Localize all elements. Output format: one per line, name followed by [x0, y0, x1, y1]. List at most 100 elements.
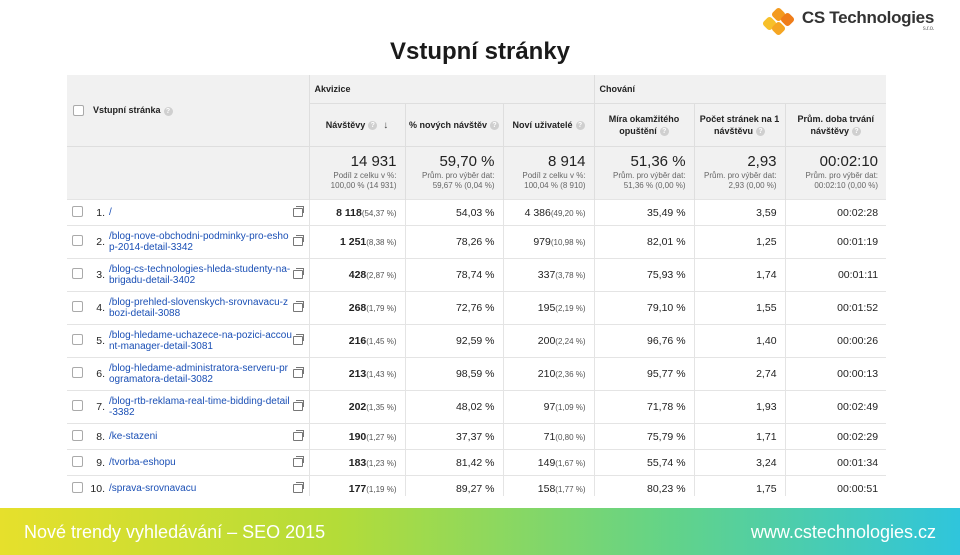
avg-duration-cell: 00:02:49 [784, 390, 886, 424]
landing-page-link[interactable]: /blog-rtb-reklama-real-time-bidding-deta… [109, 390, 309, 424]
new-users-cell: 71(0,80 %) [502, 423, 595, 450]
visits-cell: 8 118(54,37 %) [308, 199, 405, 226]
slide-title: Vstupní stránky [389, 38, 571, 65]
select-all-checkbox[interactable] [73, 105, 84, 116]
landing-page-link[interactable]: /ke-stazeni [109, 423, 309, 450]
new-visits-pct: 37,37 % [455, 430, 495, 443]
table-row[interactable]: 4. /blog-prehled-slovenskych-srovnavacu-z… [67, 291, 886, 325]
visits-percent: (1,23 %) [366, 458, 397, 468]
landing-page-link[interactable]: /blog-prehled-slovenskych-srovnavacu-zbo… [109, 291, 309, 325]
open-external-icon[interactable] [292, 367, 304, 378]
visits-percent: (1,79 %) [366, 304, 397, 313]
open-external-icon[interactable] [292, 268, 304, 279]
column-header[interactable]: Počet stránek na 1 návštěvu? [693, 103, 786, 147]
column-header[interactable]: % nových návštěv? [404, 103, 503, 147]
table-row[interactable]: 6. /blog-hledame-administratora-serveru-p… [67, 357, 886, 391]
column-header[interactable]: Noví uživatelé? [502, 103, 595, 147]
table-row[interactable]: 2. /blog-nove-obchodni-podminky-pro-eshop… [67, 225, 886, 259]
row-rank: 4. [87, 291, 109, 325]
footer-title: Nové trendy vyhledávání – SEO 2015 [24, 522, 326, 542]
pages-per-visit: 2,74 [756, 368, 777, 380]
row-checkbox[interactable] [71, 400, 83, 411]
pages-per-visit: 1,55 [756, 302, 777, 314]
row-checkbox[interactable] [71, 455, 83, 467]
table-row[interactable]: 7. /blog-rtb-reklama-real-time-bidding-de… [67, 390, 886, 424]
new-users-value: 149 [537, 456, 556, 469]
pages-per-visit: 1,25 [756, 236, 777, 248]
page-path-text: /tvorba-eshopu [109, 457, 176, 468]
help-icon[interactable]: ? [659, 127, 669, 137]
landing-page-link[interactable]: /tvorba-eshopu [109, 449, 309, 476]
footer-website[interactable]: www.cstechnologies.cz [750, 522, 936, 542]
bounce-rate-cell: 82,01 % [593, 225, 695, 259]
landing-page-link[interactable]: /blog-cs-technologies-hleda-studenty-na-… [109, 258, 309, 292]
open-external-icon[interactable] [292, 481, 304, 493]
visits-percent: (1,19 %) [366, 484, 397, 494]
landing-page-header: Vstupní stránka [93, 105, 161, 116]
help-icon[interactable]: ? [756, 127, 766, 137]
page-path-text: /blog-cs-technologies-hleda-studenty-na-… [109, 264, 291, 286]
page-path-text: / [109, 207, 112, 218]
avg-duration: 00:02:49 [837, 401, 879, 413]
new-visits-pct-cell: 78,26 % [404, 225, 503, 259]
summary-cell: 8 914 Podíl z celku v %: 100,04 % (8 910) [502, 146, 595, 200]
row-checkbox[interactable] [71, 367, 83, 378]
table-row[interactable]: 10. /sprava-srovnavacu 177(1,19 %) 89,27 % 1… [67, 475, 886, 496]
help-icon[interactable]: ? [852, 127, 862, 137]
open-external-icon[interactable] [292, 334, 304, 345]
landing-page-link[interactable]: / [109, 199, 309, 226]
new-visits-pct-cell: 78,74 % [404, 258, 503, 292]
rank-number: 8. [96, 430, 105, 443]
open-external-icon[interactable] [292, 205, 304, 217]
row-checkbox[interactable] [71, 334, 83, 345]
row-rank: 1. [87, 199, 109, 226]
table-row[interactable]: 1. / 8 118(54,37 %) 54,03 % 4 386(49,20 %) 35… [67, 199, 886, 226]
open-external-icon[interactable] [292, 235, 304, 246]
open-external-icon[interactable] [292, 455, 304, 467]
landing-page-link[interactable]: /blog-nove-obchodni-podminky-pro-eshop-2… [109, 225, 309, 259]
avg-duration-cell: 00:01:11 [784, 258, 886, 292]
bounce-rate: 79,10 % [647, 302, 686, 314]
page-path-text: /ke-stazeni [109, 431, 158, 442]
help-icon[interactable]: ? [163, 106, 173, 116]
table-row[interactable]: 9./tvorba-eshopu 183(1,23 %) 81,42 % 149(1,… [67, 449, 886, 476]
column-header[interactable]: Návštěvy? ↓ [308, 103, 405, 147]
new-users-percent: (1,09 %) [555, 403, 586, 412]
help-icon[interactable]: ? [490, 121, 500, 131]
column-header-label: Počet stránek na 1 návštěvu [699, 114, 780, 136]
row-checkbox[interactable] [71, 301, 83, 312]
open-external-icon[interactable] [292, 301, 304, 312]
help-icon[interactable]: ? [575, 121, 585, 131]
page-path-text: /blog-rtb-reklama-real-time-bidding-deta… [109, 396, 290, 418]
row-checkbox[interactable] [71, 235, 83, 246]
rank-number: 5. [96, 335, 105, 347]
table-row[interactable]: 5. /blog-hledame-uchazece-na-pozici-accou… [67, 324, 886, 358]
new-users-cell: 337(3,78 %) [502, 258, 595, 292]
column-header[interactable]: Prům. doba trvání návštěvy? [784, 103, 886, 147]
avg-duration: 00:01:34 [837, 456, 879, 469]
summary-subtext: Prům. pro výběr dat: 00:02:10 (0,00 %) [805, 171, 879, 190]
avg-duration-cell: 00:02:28 [784, 199, 886, 226]
bounce-rate-cell: 96,76 % [593, 324, 695, 358]
table-row[interactable]: 8. /ke-stazeni 190(1,27 %) 37,37 % 71(0,80 %… [67, 423, 886, 450]
landing-page-link[interactable]: /sprava-srovnavacu [109, 475, 309, 496]
sort-desc-icon[interactable]: ↓ [383, 119, 389, 131]
open-external-icon[interactable] [292, 400, 304, 411]
open-external-icon[interactable] [292, 429, 304, 441]
landing-page-link[interactable]: /blog-hledame-uchazece-na-pozici-account… [109, 324, 309, 358]
row-checkbox[interactable] [71, 429, 83, 441]
landing-page-link[interactable]: /blog-hledame-administratora-serveru-pro… [109, 357, 309, 391]
row-checkbox[interactable] [71, 481, 83, 493]
bounce-rate: 95,77 % [647, 368, 686, 380]
row-rank: 9. [87, 449, 109, 476]
new-users-percent: (1,77 %) [555, 484, 586, 494]
help-icon[interactable]: ? [368, 120, 378, 130]
new-users-percent: (0,80 %) [555, 432, 586, 442]
avg-duration: 00:01:11 [837, 269, 879, 281]
table-row[interactable]: 3. /blog-cs-technologies-hleda-studenty-n… [67, 258, 886, 292]
row-checkbox[interactable] [71, 205, 83, 217]
new-users-percent: (2,19 %) [555, 304, 586, 313]
column-header[interactable]: Míra okamžitého opuštění? [593, 103, 695, 147]
pages-per-visit-cell: 1,75 [693, 475, 786, 496]
row-checkbox[interactable] [71, 268, 83, 279]
